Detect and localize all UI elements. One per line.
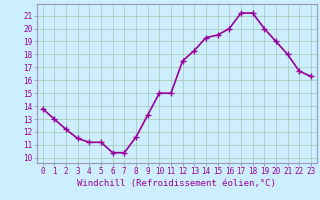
X-axis label: Windchill (Refroidissement éolien,°C): Windchill (Refroidissement éolien,°C) [77, 179, 276, 188]
